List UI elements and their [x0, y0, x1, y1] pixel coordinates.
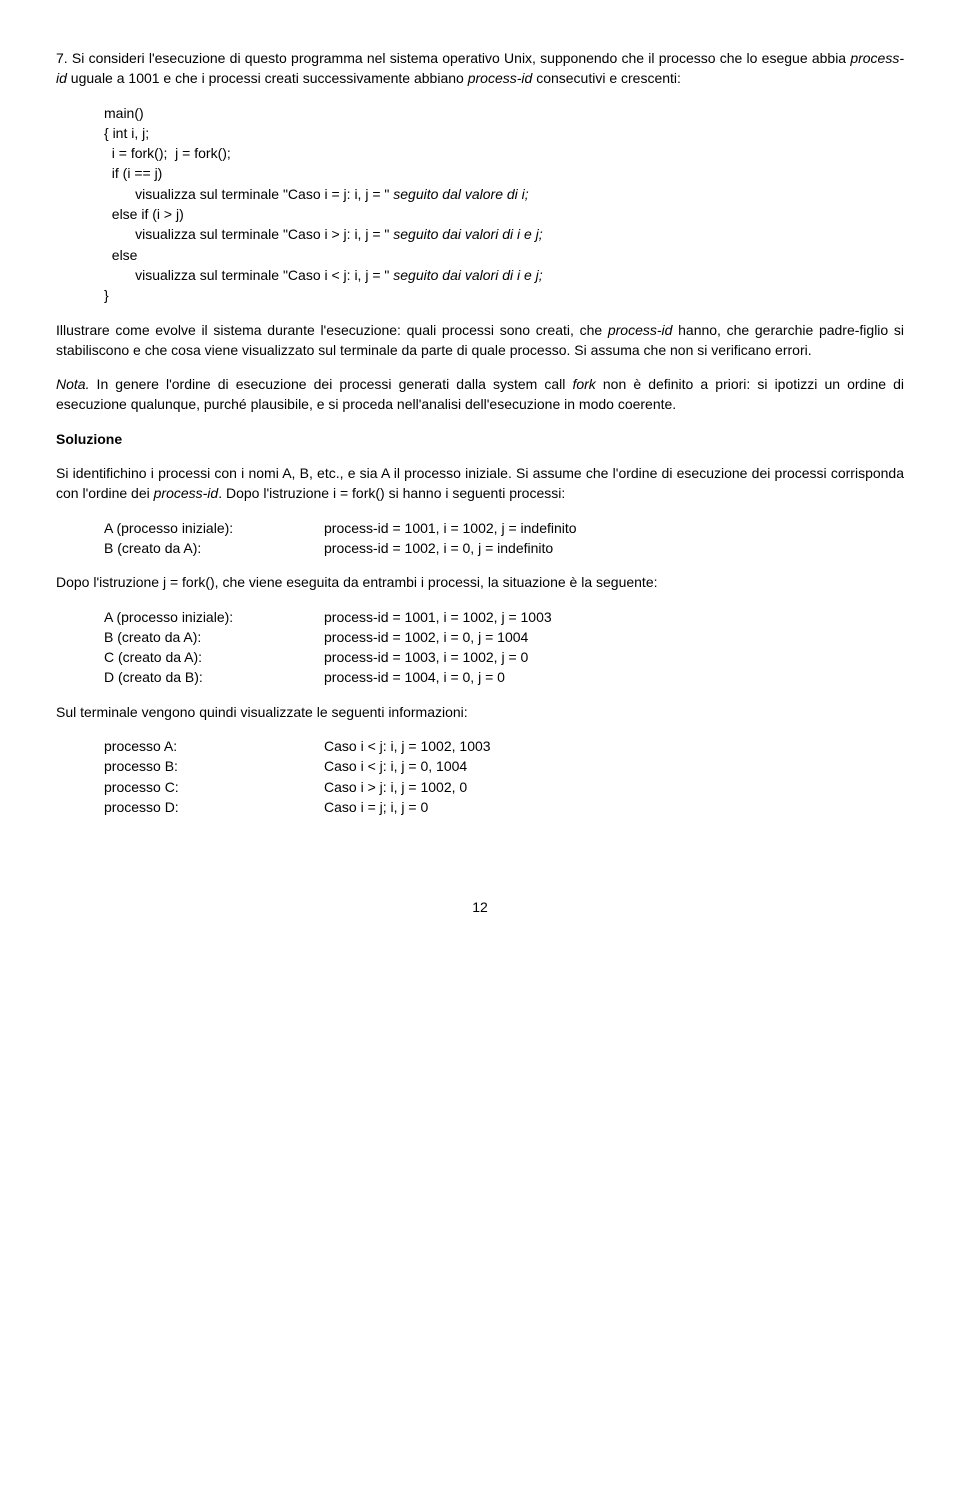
- process-name: A (processo iniziale):: [104, 518, 324, 538]
- table-row: processo C: Caso i > j: i, j = 1002, 0: [104, 777, 904, 797]
- text: uguale a 1001 e che i processi creati su…: [67, 70, 468, 86]
- code-line: }: [104, 285, 904, 305]
- code-text: visualizza sul terminale "Caso i < j: i,…: [104, 267, 393, 283]
- nota-label: Nota.: [56, 376, 89, 392]
- code-line: { int i, j;: [104, 123, 904, 143]
- table-row: processo B: Caso i < j: i, j = 0, 1004: [104, 756, 904, 776]
- process-values: process-id = 1002, i = 0, j = 1004: [324, 627, 904, 647]
- output-value: Caso i < j: i, j = 0, 1004: [324, 756, 904, 776]
- text: Illustrare come evolve il sistema durant…: [56, 322, 608, 338]
- code-line: visualizza sul terminale "Caso i > j: i,…: [104, 224, 904, 244]
- output-value: Caso i = j; i, j = 0: [324, 797, 904, 817]
- question-7-intro: 7. Si consideri l'esecuzione di questo p…: [56, 48, 904, 89]
- code-line: else if (i > j): [104, 204, 904, 224]
- solution-heading: Soluzione: [56, 429, 904, 449]
- process-values: process-id = 1003, i = 1002, j = 0: [324, 647, 904, 667]
- code-line: visualizza sul terminale "Caso i < j: i,…: [104, 265, 904, 285]
- table-row: processo D: Caso i = j; i, j = 0: [104, 797, 904, 817]
- page-number: 12: [56, 897, 904, 917]
- process-name: C (creato da A):: [104, 647, 324, 667]
- code-text: visualizza sul terminale "Caso i > j: i,…: [104, 226, 393, 242]
- table-row: C (creato da A): process-id = 1003, i = …: [104, 647, 904, 667]
- text: . Dopo l'istruzione i = fork() si hanno …: [218, 485, 565, 501]
- terminal-output-table: processo A: Caso i < j: i, j = 1002, 100…: [104, 736, 904, 817]
- output-value: Caso i > j: i, j = 1002, 0: [324, 777, 904, 797]
- code-block: main() { int i, j; i = fork(); j = fork(…: [104, 103, 904, 306]
- process-name: B (creato da A):: [104, 538, 324, 558]
- process-id-term: process-id: [608, 322, 673, 338]
- code-comment: seguito dal valore di i;: [393, 186, 528, 202]
- process-label: processo C:: [104, 777, 324, 797]
- table-row: B (creato da A): process-id = 1002, i = …: [104, 627, 904, 647]
- process-id-term: process-id: [154, 485, 219, 501]
- code-line: i = fork(); j = fork();: [104, 143, 904, 163]
- text: Si consideri l'esecuzione di questo prog…: [68, 50, 851, 66]
- process-label: processo B:: [104, 756, 324, 776]
- code-line: visualizza sul terminale "Caso i = j: i,…: [104, 184, 904, 204]
- process-values: process-id = 1004, i = 0, j = 0: [324, 667, 904, 687]
- text: consecutivi e crescenti:: [532, 70, 681, 86]
- solution-paragraph-2: Dopo l'istruzione j = fork(), che viene …: [56, 572, 904, 592]
- process-table-2: A (processo iniziale): process-id = 1001…: [104, 607, 904, 688]
- process-name: D (creato da B):: [104, 667, 324, 687]
- process-table-1: A (processo iniziale): process-id = 1001…: [104, 518, 904, 559]
- output-value: Caso i < j: i, j = 1002, 1003: [324, 736, 904, 756]
- table-row: D (creato da B): process-id = 1004, i = …: [104, 667, 904, 687]
- process-label: processo D:: [104, 797, 324, 817]
- code-line: if (i == j): [104, 163, 904, 183]
- process-id-term: process-id: [468, 70, 533, 86]
- solution-paragraph-3: Sul terminale vengono quindi visualizzat…: [56, 702, 904, 722]
- process-values: process-id = 1002, i = 0, j = indefinito: [324, 538, 904, 558]
- code-text: visualizza sul terminale "Caso i = j: i,…: [104, 186, 393, 202]
- illustrate-paragraph: Illustrare come evolve il sistema durant…: [56, 320, 904, 361]
- process-label: processo A:: [104, 736, 324, 756]
- process-values: process-id = 1001, i = 1002, j = indefin…: [324, 518, 904, 538]
- nota-paragraph: Nota. In genere l'ordine di esecuzione d…: [56, 374, 904, 415]
- table-row: A (processo iniziale): process-id = 1001…: [104, 518, 904, 538]
- question-number: 7.: [56, 50, 68, 66]
- process-values: process-id = 1001, i = 1002, j = 1003: [324, 607, 904, 627]
- code-comment: seguito dai valori di i e j;: [393, 267, 542, 283]
- process-name: B (creato da A):: [104, 627, 324, 647]
- table-row: A (processo iniziale): process-id = 1001…: [104, 607, 904, 627]
- process-name: A (processo iniziale):: [104, 607, 324, 627]
- text: In genere l'ordine di esecuzione dei pro…: [89, 376, 572, 392]
- code-line: main(): [104, 103, 904, 123]
- fork-term: fork: [572, 376, 595, 392]
- code-line: else: [104, 245, 904, 265]
- code-comment: seguito dai valori di i e j;: [393, 226, 542, 242]
- table-row: B (creato da A): process-id = 1002, i = …: [104, 538, 904, 558]
- solution-paragraph-1: Si identifichino i processi con i nomi A…: [56, 463, 904, 504]
- table-row: processo A: Caso i < j: i, j = 1002, 100…: [104, 736, 904, 756]
